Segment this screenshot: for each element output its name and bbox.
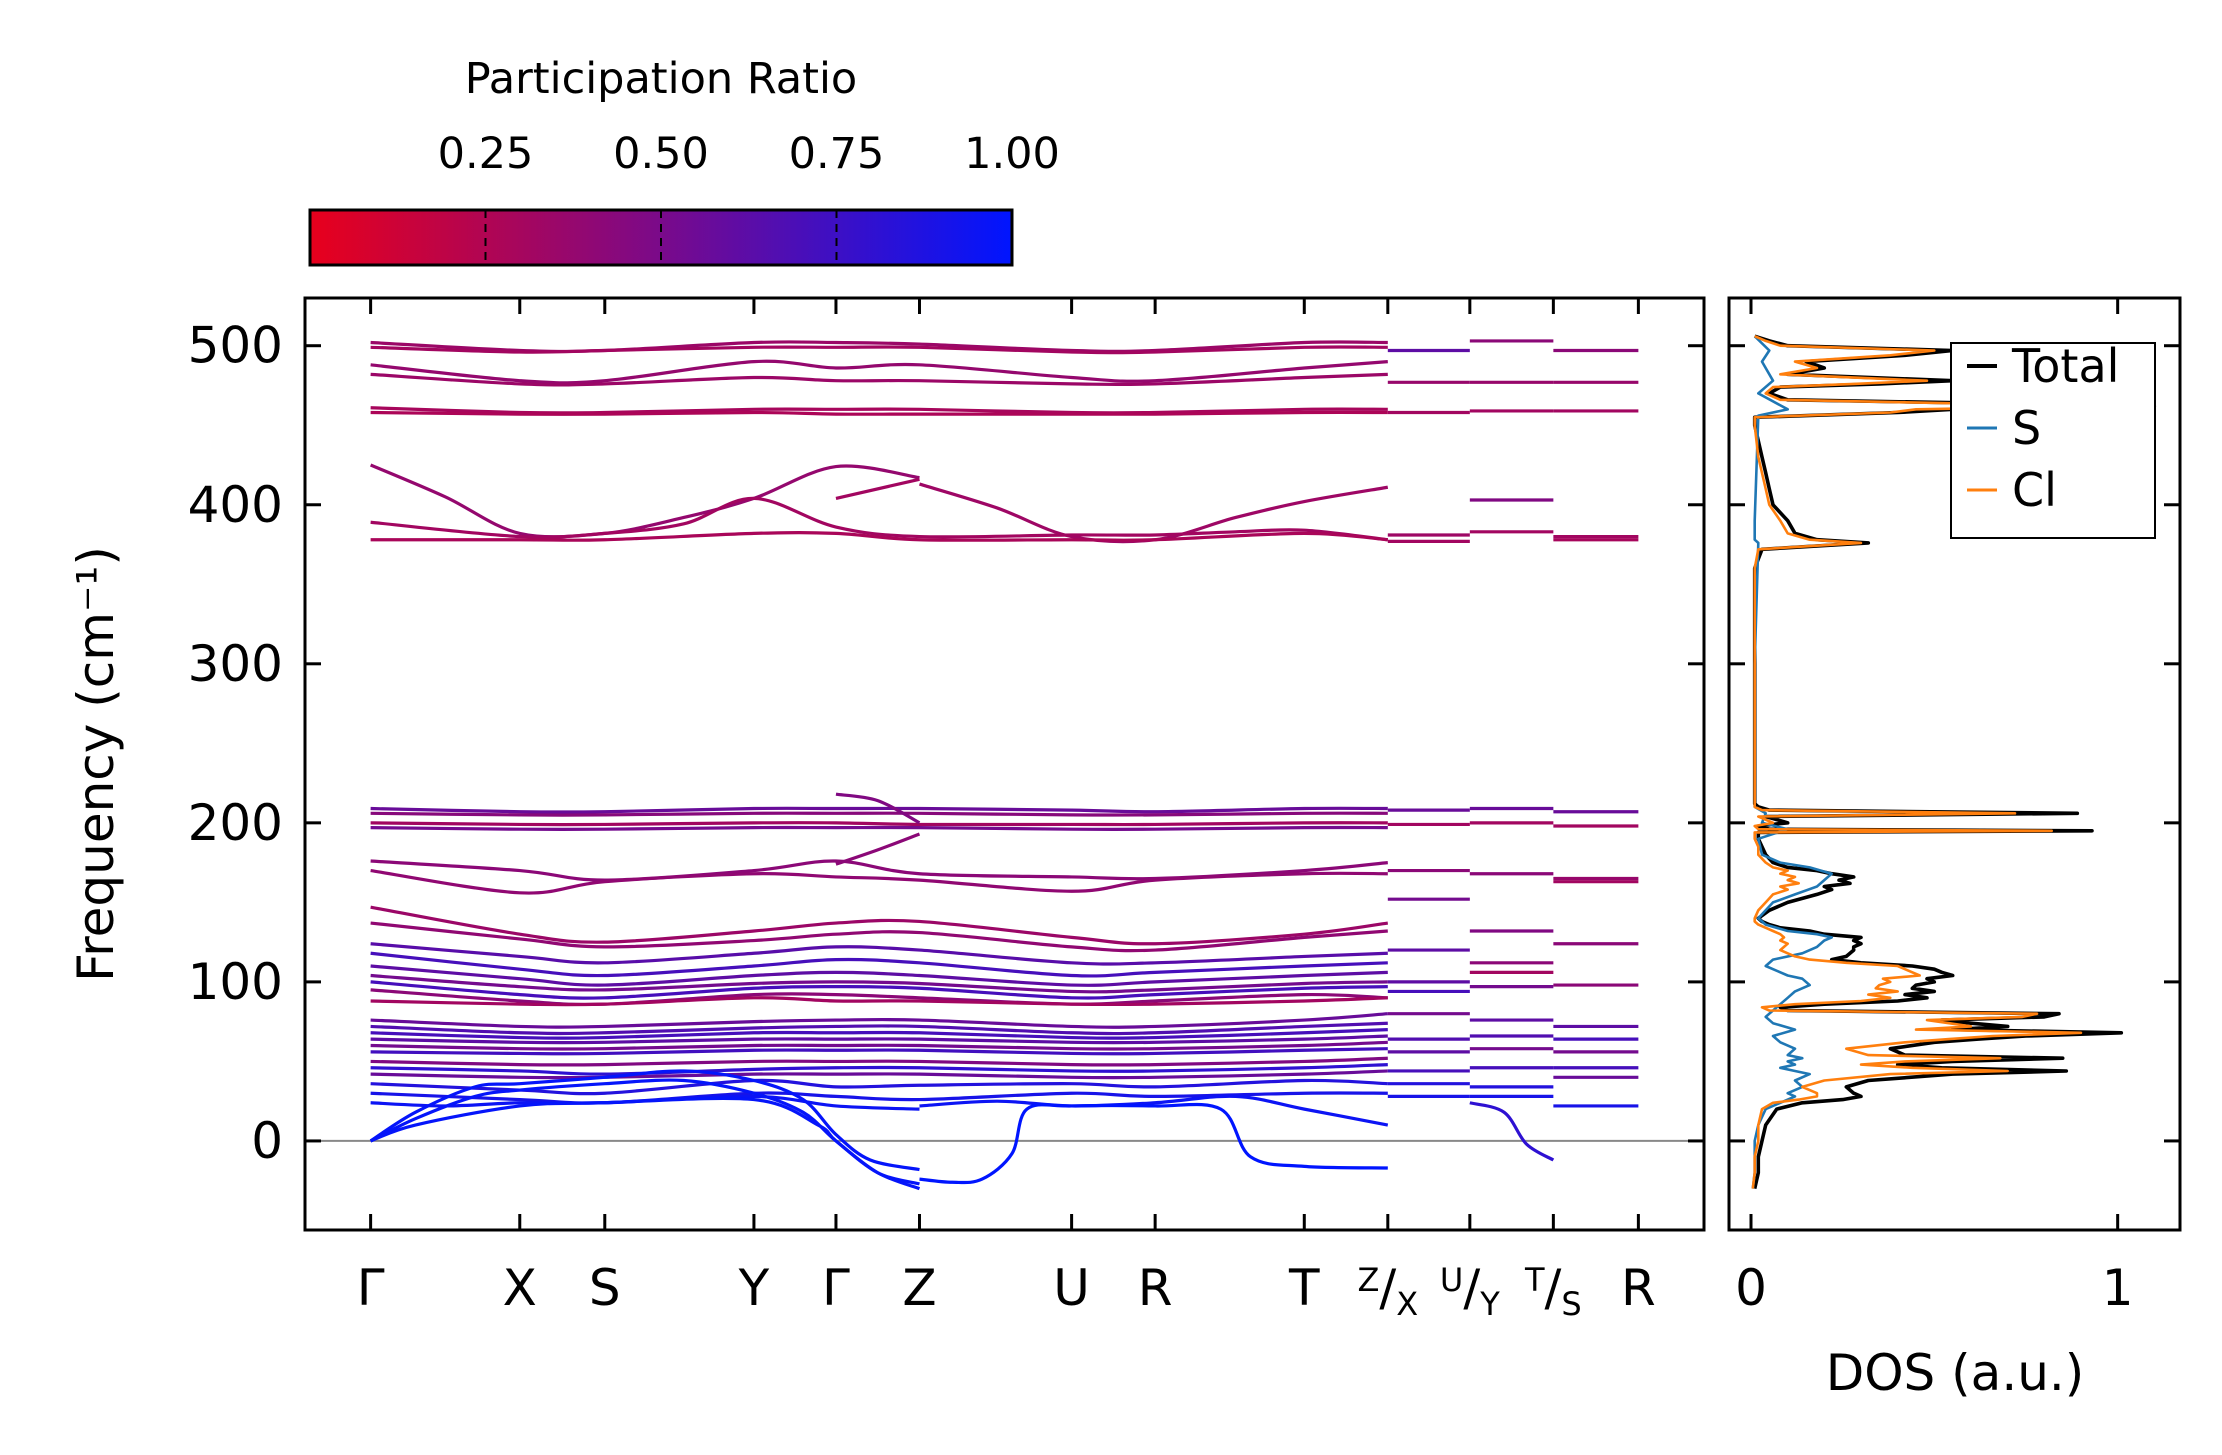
band-line — [370, 1062, 1388, 1076]
dos-x-tick-label: 0 — [1735, 1259, 1767, 1317]
colorbar-ticks: 0.25 0.50 0.75 1.00 — [438, 129, 1060, 265]
band-frame — [303, 296, 1706, 1232]
legend[interactable]: Total S Cl — [1950, 339, 2156, 539]
band-line — [370, 372, 1388, 387]
band-line — [370, 345, 1388, 355]
band-line — [370, 811, 1388, 817]
colorbar-tick-label: 1.00 — [964, 129, 1060, 179]
y-tick-label: 0 — [251, 1112, 283, 1170]
k-point-label: Y — [738, 1259, 770, 1317]
band-line — [370, 1096, 920, 1186]
band-line — [369, 1069, 920, 1172]
band-line — [370, 1069, 1388, 1080]
band-line — [370, 905, 1389, 946]
band-line — [919, 1094, 1389, 1127]
band-line — [370, 951, 1388, 978]
dos-line-cl — [1751, 335, 2101, 1189]
band-line — [370, 1056, 1388, 1067]
band-line — [370, 942, 1388, 966]
band-line — [370, 821, 1388, 827]
y-tick-label: 200 — [188, 794, 283, 852]
band-line — [370, 825, 1388, 832]
colorbar-tick-label: 0.25 — [438, 129, 534, 179]
band-line — [370, 996, 1388, 1007]
band-line — [370, 1047, 1388, 1056]
legend-box — [1950, 342, 2156, 539]
band-line — [370, 868, 1388, 895]
band-line — [1469, 1101, 1555, 1162]
k-point-label: T — [1288, 1259, 1320, 1317]
y-tick-label: 400 — [188, 476, 283, 534]
k-point-label: Γ — [822, 1259, 850, 1317]
k-point-label: Z — [902, 1259, 936, 1317]
k-point-label: U — [1053, 1259, 1090, 1317]
colorbar-tick-label: 0.75 — [789, 129, 885, 179]
band-line — [835, 832, 921, 866]
colorbar: Participation Ratio 0.25 0.50 0.75 1.00 — [308, 54, 1060, 267]
k-point-label: T/S — [1524, 1259, 1582, 1323]
band-line — [919, 1102, 1388, 1185]
band-line — [370, 973, 1388, 994]
k-point-label: R — [1138, 1259, 1173, 1317]
band-line — [370, 530, 1388, 542]
y-tick-label: 500 — [188, 317, 283, 375]
legend-label: Cl — [2012, 463, 2057, 517]
colorbar-tick-label: 0.50 — [613, 129, 709, 179]
y-axis-label: Frequency (cm⁻¹) — [67, 546, 125, 982]
k-point-label: S — [589, 1259, 621, 1317]
y-tick-label: 300 — [188, 635, 283, 693]
band-line — [370, 1034, 1388, 1045]
band-line — [370, 359, 1388, 385]
k-point-label: X — [503, 1259, 537, 1317]
k-point-label: Γ — [357, 1259, 385, 1317]
legend-label: S — [2012, 401, 2041, 455]
band-line — [370, 921, 1388, 953]
band-line — [370, 1012, 1388, 1029]
k-point-label: R — [1621, 1259, 1656, 1317]
band-line — [835, 792, 921, 825]
band-lines — [369, 339, 1639, 1191]
band-line — [370, 964, 1388, 987]
band-line — [370, 1078, 1388, 1096]
band-line — [370, 806, 1388, 814]
legend-entries: Total S Cl — [1967, 339, 2119, 517]
dos-frame — [1727, 296, 2182, 1232]
band-line — [370, 1028, 1388, 1040]
dos-x-tick-label: 1 — [2102, 1259, 2134, 1317]
band-line — [370, 410, 1388, 416]
band-line — [835, 477, 920, 500]
colorbar-title: Participation Ratio — [465, 54, 858, 104]
y-tick-label: 100 — [188, 953, 283, 1011]
dos-lines — [1751, 334, 2157, 1189]
x-axis-label: DOS (a.u.) — [1826, 1344, 2085, 1402]
band-line — [370, 980, 1388, 1000]
k-point-label: U/Y — [1440, 1259, 1500, 1323]
band-line — [370, 496, 1388, 542]
k-point-label: Z/X — [1357, 1259, 1418, 1323]
band-line — [370, 1040, 1388, 1051]
band-line — [369, 463, 920, 539]
band-line — [370, 1021, 1388, 1036]
legend-label: Total — [2011, 339, 2119, 393]
